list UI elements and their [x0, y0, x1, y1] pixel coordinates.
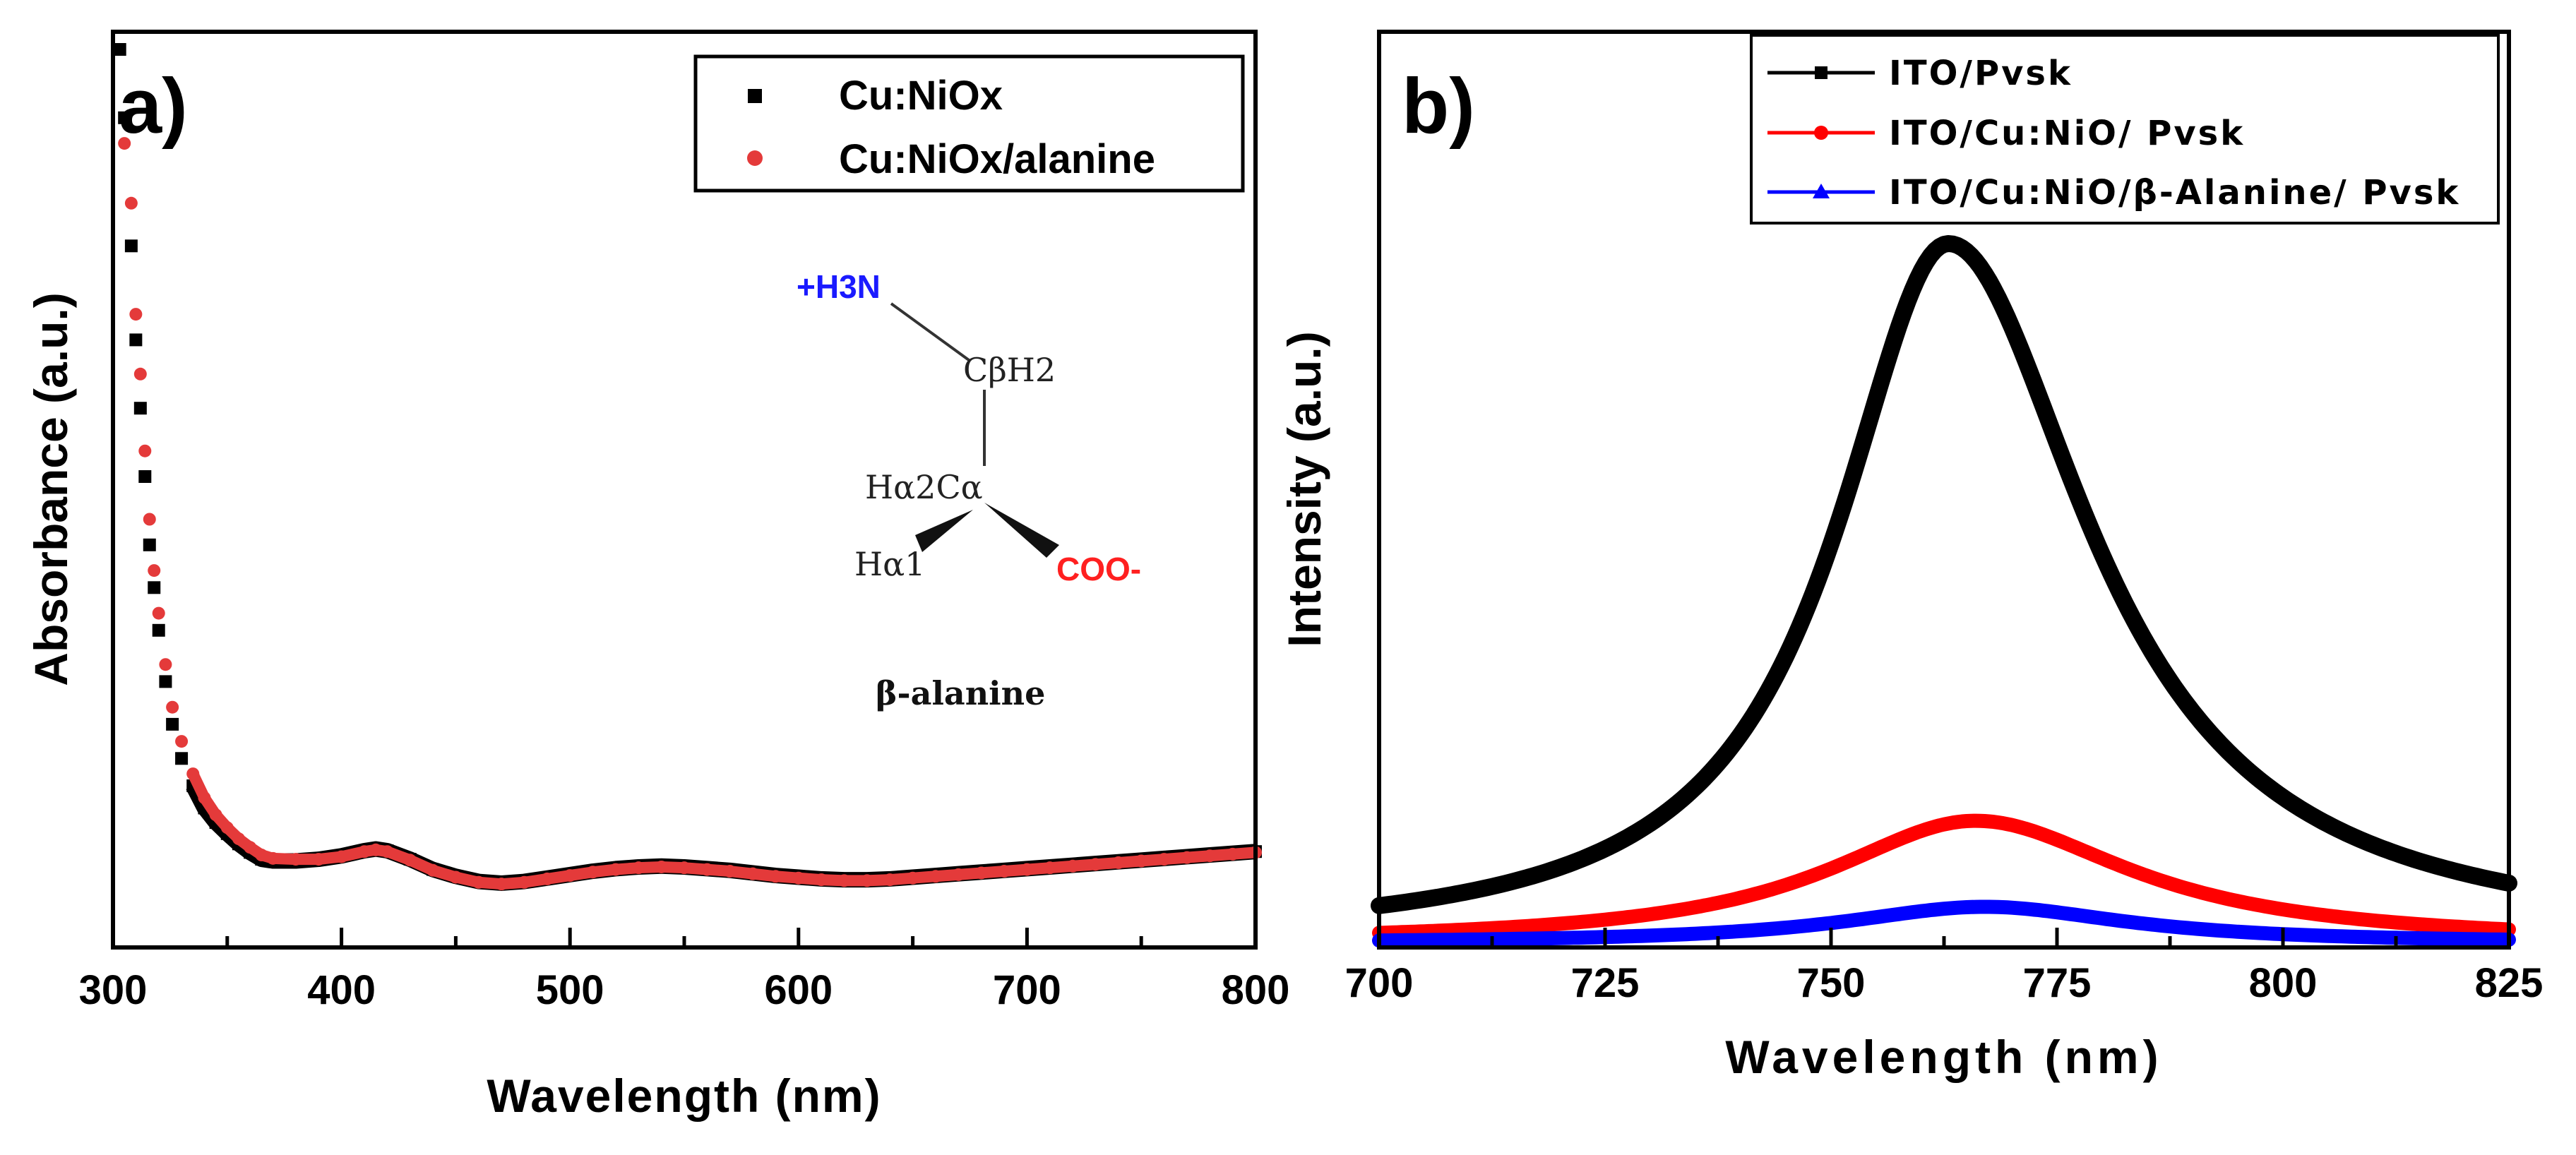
- wedge-bond-carboxylate: [984, 503, 1059, 558]
- series-cu-niox-alanine: [118, 137, 1262, 891]
- data-point: [175, 735, 189, 748]
- data-point: [159, 675, 172, 688]
- x-tick-label: 750: [1797, 960, 1866, 1006]
- panel-b-x-axis-title: Wavelength (nm): [1725, 1031, 2162, 1083]
- data-point: [129, 308, 143, 321]
- data-point: [138, 470, 152, 483]
- panel-b-intensity-chart: 700 725 750 775 800 825 b) Wavelength (nm) In…: [1278, 30, 2544, 1083]
- series-line: [1372, 899, 2516, 948]
- wedge-bond-h-alpha1: [915, 510, 973, 552]
- panel-a-legend: Cu:NiOx Cu:NiOx/alanine: [693, 54, 1245, 193]
- panel-a-x-ticks: 300 400 500 600 700 800: [79, 928, 1290, 1013]
- legend-marker-ito-pvsk: [1815, 66, 1827, 79]
- legend-marker-cu-niox-alanine: [747, 150, 763, 166]
- data-point: [166, 717, 179, 731]
- panel-b-legend-box: [1750, 34, 2500, 225]
- x-tick-label: 800: [2249, 960, 2318, 1006]
- data-point: [133, 402, 147, 415]
- data-point: [118, 111, 131, 124]
- c-alpha-label: Hα2Cα: [865, 468, 983, 506]
- data-point: [152, 623, 165, 637]
- data-point: [129, 333, 143, 347]
- legend-marker-ito-cuni-alanine-pvsk: [1813, 184, 1830, 198]
- series-trace: [188, 771, 1256, 890]
- data-point: [175, 752, 189, 765]
- ammonium-group-label: +H3N: [797, 268, 881, 305]
- data-point: [118, 137, 131, 150]
- data-point: [152, 606, 165, 620]
- data-point: [159, 658, 172, 671]
- bond-n-cbeta: [890, 302, 970, 361]
- x-tick-label: 600: [764, 967, 833, 1013]
- x-tick-label: 300: [79, 967, 148, 1013]
- panel-b-label: b): [1402, 63, 1475, 150]
- legend-label-ito-cuni-alanine-pvsk: ITO/Cu:NiO/β-Alanine/ Pvsk: [1889, 173, 2460, 213]
- legend-marker-ito-cuni-pvsk: [1814, 126, 1828, 140]
- x-tick-label: 500: [536, 967, 604, 1013]
- series-line: [1371, 235, 2517, 914]
- series-ito-cu-nio-pvsk: [1372, 813, 2516, 940]
- panel-a-absorbance-chart: 300 400 500 600 700 800 a) Wavelength (nm) Ab…: [25, 30, 1290, 1122]
- panel-b-y-axis-title: Intensity (a.u.): [1278, 331, 1330, 647]
- data-point: [143, 513, 156, 526]
- panel-b-data-layer: [1371, 235, 2517, 948]
- x-tick-label: 400: [307, 967, 376, 1013]
- panel-a-legend-box: [693, 54, 1245, 193]
- x-tick-label: 775: [2023, 960, 2092, 1006]
- legend-label-ito-pvsk: ITO/Pvsk: [1889, 54, 2073, 93]
- x-tick-label: 700: [1345, 960, 1414, 1006]
- data-point: [124, 196, 138, 210]
- data-point: [133, 367, 147, 381]
- beta-alanine-molecule-inset: +H3N CβH2 Hα2Cα Hα1 COO- β-alanine: [797, 268, 1141, 712]
- x-tick-label: 800: [1222, 967, 1290, 1013]
- legend-marker-cu-niox: [748, 89, 762, 103]
- panel-b-legend: ITO/Pvsk ITO/Cu:NiO/ Pvsk ITO/Cu:NiO/β-A…: [1750, 34, 2500, 225]
- c-beta-label: CβH2: [963, 351, 1056, 389]
- series-ito-pvsk: [1371, 235, 2517, 914]
- data-point: [148, 564, 161, 578]
- legend-label-cu-niox: Cu:NiOx: [839, 73, 1003, 119]
- data-point: [148, 581, 161, 594]
- panel-b-x-ticks: 700 725 750 775 800 825: [1345, 928, 2544, 1006]
- carboxylate-label: COO-: [1056, 551, 1141, 587]
- legend-label-ito-cuni-pvsk: ITO/Cu:NiO/ Pvsk: [1889, 114, 2245, 153]
- panel-a-data-layer: [113, 43, 1262, 891]
- data-point: [166, 700, 179, 714]
- data-point: [113, 43, 126, 56]
- h-alpha1-label: Hα1: [854, 545, 925, 583]
- series-line: [1372, 813, 2516, 940]
- data-point: [124, 239, 138, 253]
- x-tick-label: 700: [993, 967, 1061, 1013]
- data-point: [138, 444, 152, 457]
- inset-compound-name: β-alanine: [876, 674, 1045, 712]
- series-ito-cu-nio-alanine-pvsk: [1372, 899, 2516, 948]
- panel-a-label: a): [119, 63, 188, 150]
- panel-a-x-axis-title: Wavelength (nm): [487, 1070, 881, 1122]
- legend-label-cu-niox-alanine: Cu:NiOx/alanine: [839, 136, 1155, 182]
- panel-a-y-axis-title: Absorbance (a.u.): [25, 292, 77, 686]
- x-tick-label: 725: [1571, 960, 1640, 1006]
- data-point: [143, 538, 156, 551]
- x-tick-label: 825: [2475, 960, 2544, 1006]
